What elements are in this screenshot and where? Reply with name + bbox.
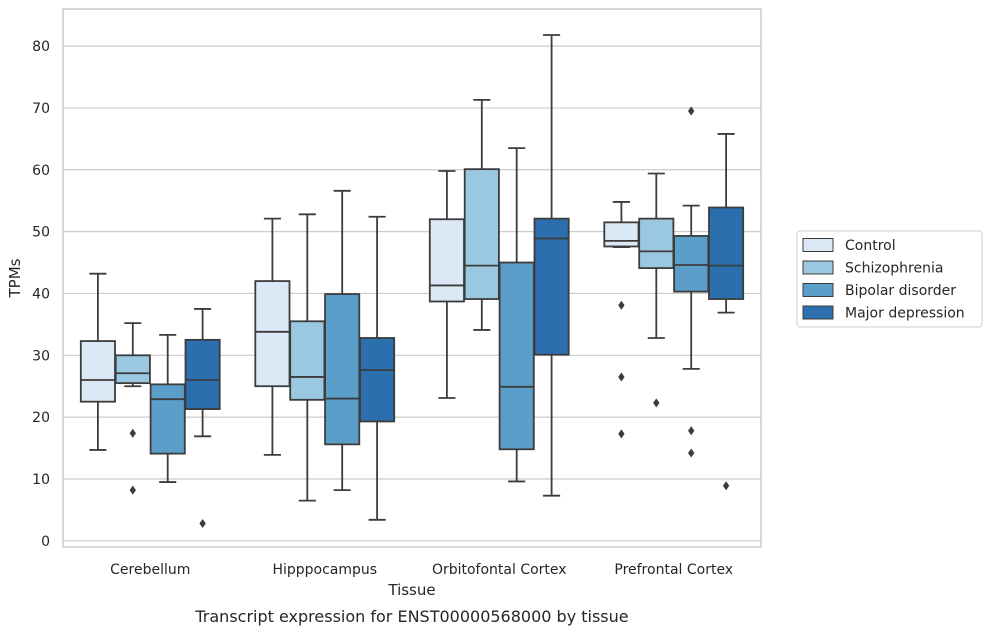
y-tick-label: 50	[32, 225, 50, 241]
x-tick-label: Prefrontal Cortex	[614, 562, 733, 578]
box-3-2	[673, 106, 710, 458]
plot-frame	[62, 8, 762, 548]
outlier-point	[199, 519, 206, 529]
iqr-box	[533, 217, 570, 356]
x-tick-label: Orbitofontal Cortex	[432, 562, 567, 578]
y-axis-label: TPMs	[6, 258, 24, 298]
iqr-box	[603, 221, 640, 248]
figure-caption: Transcript expression for ENST0000056800…	[194, 607, 628, 626]
outlier-point	[688, 426, 695, 436]
box-0-1	[114, 322, 151, 495]
outlier-point	[688, 448, 695, 458]
box-2-1	[463, 99, 500, 331]
legend-swatch	[802, 260, 834, 275]
box-0-0	[79, 272, 116, 451]
y-tick-label: 30	[32, 348, 50, 364]
y-tick-label: 10	[32, 472, 50, 488]
box-3-1	[638, 172, 675, 408]
box-2-2	[498, 147, 535, 483]
outlier-point	[129, 485, 136, 495]
boxes	[79, 34, 745, 529]
y-tick-label: 80	[32, 39, 50, 55]
y-axis-ticks: 0 10 20 30 40 50 60 70 80	[32, 39, 50, 550]
x-tick-label: Cerebellum	[110, 562, 190, 578]
legend-label: Schizophrenia	[845, 261, 943, 277]
iqr-box	[289, 320, 326, 401]
box-3-3	[708, 133, 745, 491]
legend-label: Control	[845, 238, 896, 254]
iqr-box	[184, 338, 221, 410]
outlier-point	[653, 398, 660, 408]
box-1-3	[359, 215, 396, 521]
iqr-box	[638, 217, 675, 270]
iqr-box	[324, 293, 361, 446]
legend-label: Bipolar disorder	[845, 283, 956, 299]
legend-frame	[796, 230, 983, 328]
y-tick-label: 20	[32, 410, 50, 426]
box-2-0	[428, 170, 465, 399]
y-tick-label: 60	[32, 163, 50, 179]
legend: Control Schizophrenia Bipolar disorder Majo…	[796, 230, 983, 328]
legend-swatch	[802, 305, 834, 320]
outlier-point	[618, 372, 625, 382]
outlier-point	[688, 106, 695, 116]
y-tick-label: 40	[32, 286, 50, 302]
box-1-0	[254, 217, 291, 456]
outlier-point	[618, 429, 625, 439]
iqr-box	[79, 340, 116, 403]
outlier-point	[722, 481, 730, 491]
iqr-box	[114, 354, 151, 385]
legend-swatch	[802, 238, 834, 252]
legend-label: Major depression	[845, 306, 965, 322]
box-0-3	[184, 308, 221, 529]
box-1-1	[289, 213, 326, 502]
box-3-0	[603, 201, 640, 439]
outlier-point	[618, 300, 625, 310]
legend-swatch	[802, 283, 834, 297]
iqr-box	[359, 337, 396, 423]
x-axis-label: Tissue	[387, 581, 435, 599]
iqr-box	[254, 280, 291, 388]
iqr-box	[708, 206, 745, 300]
y-tick-label: 0	[41, 534, 50, 550]
box-2-3	[533, 34, 570, 497]
iqr-box	[463, 168, 500, 300]
x-tick-label: Hipppocampus	[272, 562, 377, 578]
box-1-2	[324, 189, 361, 492]
iqr-box	[673, 235, 710, 293]
y-tick-label: 70	[32, 101, 50, 117]
outlier-point	[129, 428, 136, 438]
iqr-box	[428, 218, 465, 303]
x-axis-ticks: Cerebellum Hipppocampus Orbitofontal Corte…	[110, 562, 733, 578]
box-0-2	[149, 333, 186, 483]
iqr-box	[498, 261, 535, 451]
iqr-box	[149, 383, 186, 455]
